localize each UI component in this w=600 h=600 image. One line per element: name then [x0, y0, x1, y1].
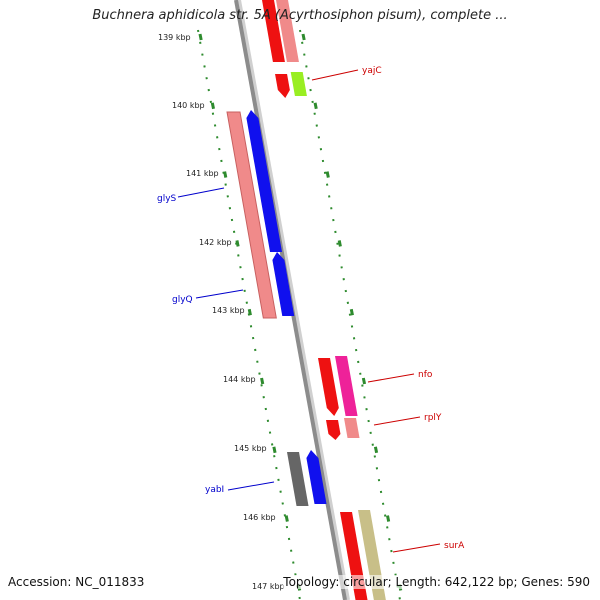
- gene-label-nfo[interactable]: nfo: [418, 370, 433, 380]
- tick-mark-inner-5: [260, 377, 265, 385]
- leader-sura: [392, 543, 441, 553]
- tick-mark-inner-0: [198, 33, 203, 41]
- gene-glys-pink[interactable]: [226, 111, 277, 319]
- gene-label-glys[interactable]: glyS: [157, 194, 177, 204]
- backbone-shadow: [237, 0, 350, 600]
- accession-text: Accession: NC_011833: [8, 575, 145, 589]
- gene-yabi-blue[interactable]: [305, 450, 327, 504]
- tick-label-144: 144 kbp: [223, 375, 256, 384]
- tick-mark-inner-3: [235, 240, 240, 247]
- tick-label-141: 141 kbp: [186, 169, 219, 178]
- gene-block-top-outer[interactable]: [262, 0, 307, 98]
- tick-mark-outer-7: [386, 515, 391, 522]
- tick-mark-inner-7: [284, 515, 289, 522]
- topology-summary: Topology: circular; Length: 642,122 bp; …: [283, 575, 590, 589]
- tick-mark-inner-6: [272, 446, 277, 454]
- leader-glys: [177, 187, 225, 198]
- gene-label-yabi[interactable]: yabI: [205, 485, 224, 495]
- gene-nfo-red[interactable]: [318, 358, 340, 416]
- map-title: Buchnera aphidicola str. 5A (Acyrthosiph…: [92, 8, 508, 23]
- gene-rply-red[interactable]: [326, 420, 342, 440]
- leader-rply: [373, 416, 421, 426]
- tick-mark-outer-1: [313, 102, 318, 110]
- tick-label-139: 139 kbp: [158, 33, 191, 42]
- gene-label-glyq[interactable]: glyQ: [172, 295, 193, 305]
- gene-glyq-blue[interactable]: [271, 252, 295, 316]
- tick-mark-outer-3: [337, 240, 342, 247]
- tick-mark-outer-6: [373, 446, 379, 454]
- gene-yabi-gray[interactable]: [287, 452, 309, 506]
- outer-ring-dots: [299, 29, 401, 600]
- tick-label-142: 142 kbp: [199, 238, 232, 247]
- tick-labels: 139 kbp 140 kbp 141 kbp 142 kbp 143 kbp …: [158, 33, 285, 591]
- tick-label-146: 146 kbp: [243, 513, 276, 522]
- gene-label-yajc[interactable]: yajC: [362, 66, 382, 76]
- leader-yajc: [311, 69, 359, 81]
- tick-mark-outer-0: [301, 33, 306, 41]
- tick-mark-outer-5: [361, 377, 367, 385]
- tick-label-143: 143 kbp: [212, 306, 245, 315]
- leader-glyq: [195, 289, 244, 299]
- tick-marks: [198, 33, 403, 591]
- gene-label-rply[interactable]: rplY: [424, 413, 442, 423]
- tick-mark-inner-1: [210, 102, 215, 110]
- gene-rply-pink[interactable]: [344, 418, 360, 438]
- leader-yabi: [227, 481, 275, 491]
- gene-nfo-magenta[interactable]: [335, 356, 358, 416]
- gene-label-sura[interactable]: surA: [444, 541, 465, 551]
- gene-glys-blue[interactable]: [245, 110, 283, 252]
- tick-label-140: 140 kbp: [172, 101, 205, 110]
- leader-nfo: [367, 373, 415, 383]
- tick-mark-inner-4: [247, 308, 252, 316]
- tick-label-147: 147 kbp: [252, 582, 285, 591]
- tick-mark-inner-2: [223, 171, 228, 178]
- tick-mark-outer-2: [325, 171, 330, 178]
- tick-label-145: 145 kbp: [234, 444, 267, 453]
- tick-mark-outer-4: [349, 308, 354, 316]
